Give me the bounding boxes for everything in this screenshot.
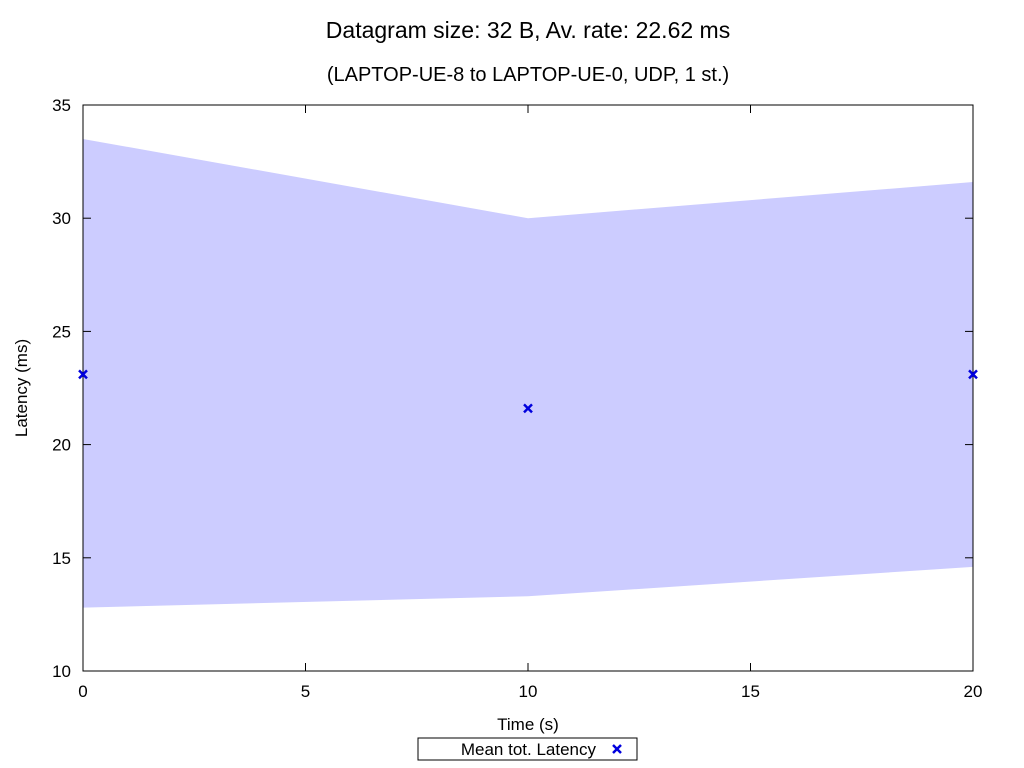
x-tick-label: 0 [78, 682, 87, 701]
y-axis-label: Latency (ms) [12, 339, 31, 437]
chart-subtitle: (LAPTOP-UE-8 to LAPTOP-UE-0, UDP, 1 st.) [327, 64, 729, 86]
legend-box [417, 737, 638, 761]
y-tick-label: 30 [52, 209, 71, 228]
y-tick-label: 35 [52, 96, 71, 115]
x-tick-label: 10 [519, 682, 538, 701]
legend-x-marker-icon [612, 744, 622, 754]
confidence-band [83, 138, 973, 608]
confidence-band-layer [83, 138, 973, 608]
y-tick-label: 25 [52, 322, 71, 341]
data-point-marker [78, 369, 88, 380]
x-tick-label: 20 [964, 682, 983, 701]
y-tick-label: 20 [52, 436, 71, 455]
legend-marker-glyph [612, 744, 622, 754]
legend: Mean tot. Latency [417, 737, 638, 761]
x-axis-label: Time (s) [497, 715, 559, 734]
x-tick-label: 5 [301, 682, 310, 701]
y-tick-label: 10 [52, 662, 71, 681]
legend-entry-label: Mean tot. Latency [461, 740, 597, 759]
data-point-marker [968, 369, 978, 380]
x-tick-label: 15 [741, 682, 760, 701]
data-points [78, 369, 978, 414]
y-tick-label: 15 [52, 549, 71, 568]
axis-ticks: 0 5 10 15 20 10 15 20 25 30 35 [52, 96, 982, 701]
chart-title: Datagram size: 32 B, Av. rate: 22.62 ms [326, 17, 730, 43]
data-point-marker [523, 403, 533, 414]
